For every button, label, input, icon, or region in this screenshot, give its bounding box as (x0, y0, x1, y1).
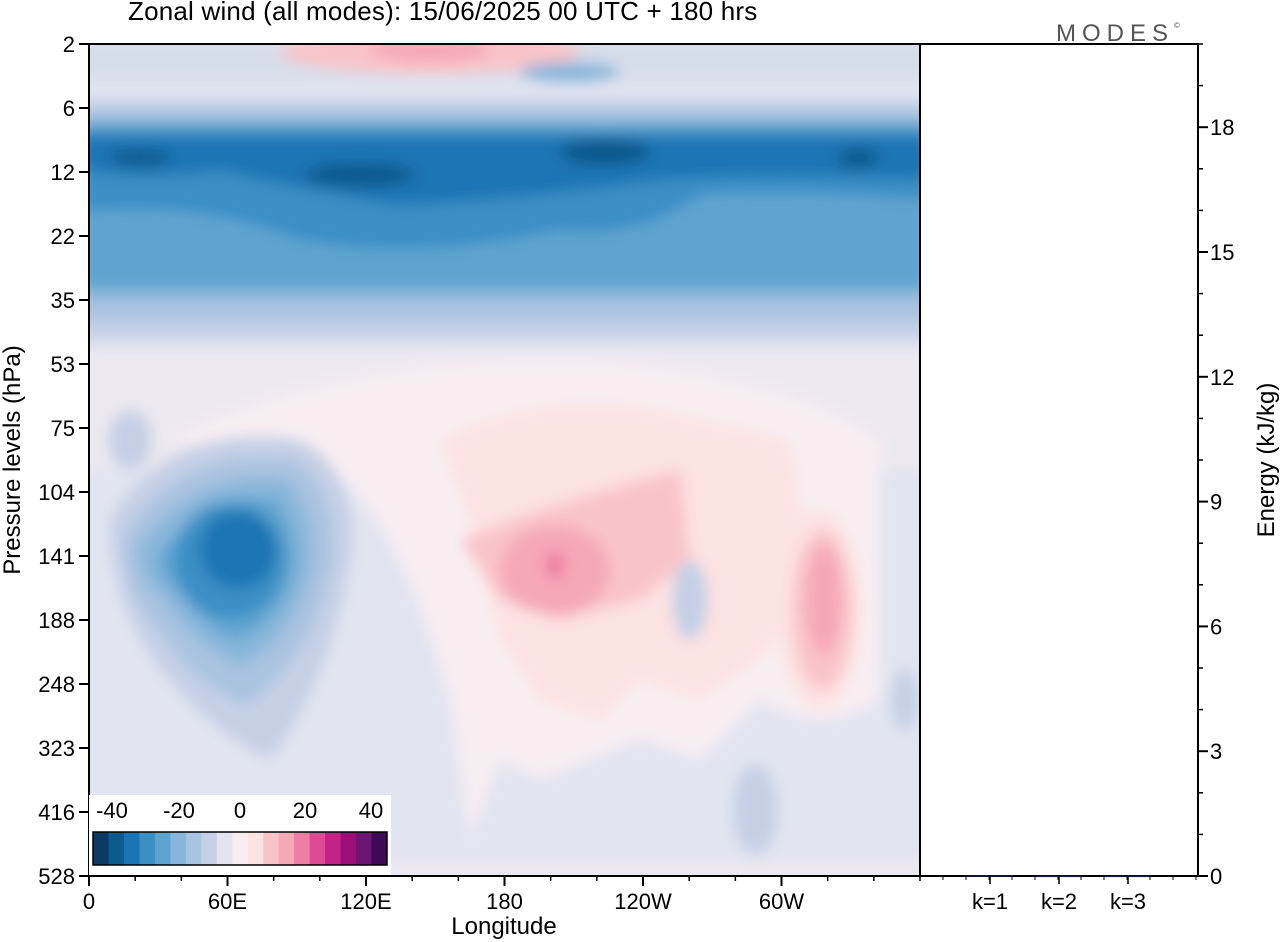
pressure-axis: 2 6 12 22 35 53 75 104 141 188 248 323 416 528 (38, 32, 89, 889)
y-tick-label: 323 (38, 736, 75, 761)
energy-tick-label: 18 (1210, 115, 1234, 140)
colorbar-tick-label: -40 (96, 798, 128, 823)
colorbar-swatch (108, 832, 125, 865)
energy-tick-label: 9 (1210, 490, 1222, 515)
x-tick-label: 120E (340, 889, 391, 914)
y-tick-label: 141 (38, 544, 75, 569)
energy-tick-label: 6 (1210, 614, 1222, 639)
modes-logo: MODES© (1056, 20, 1180, 48)
colorbar-swatch (371, 832, 388, 865)
weak-easterly-1 (672, 560, 708, 640)
energy-bar (967, 875, 1013, 877)
y-tick-label: 6 (63, 96, 75, 121)
energy-tick-label: 3 (1210, 739, 1222, 764)
k-tick-label: k=2 (1041, 889, 1077, 914)
weak-easterly-2 (733, 765, 777, 855)
colorbar-swatch (232, 832, 249, 865)
x-tick-label: 60E (208, 889, 247, 914)
colorbar: -40 -20 0 20 40 (89, 795, 391, 875)
colorbar-tick-label: 20 (293, 798, 317, 823)
jet-core-3 (110, 150, 170, 166)
y-tick-label: 104 (38, 480, 75, 505)
colorbar-tick-label: 40 (359, 798, 383, 823)
colorbar-swatch (247, 832, 264, 865)
colorbar-swatch (170, 832, 187, 865)
colorbar-swatch (325, 832, 342, 865)
y-tick-label: 35 (51, 288, 75, 313)
heatmap-panel (88, 43, 921, 877)
x-tick-label: 120W (614, 889, 672, 914)
chart-title: Zonal wind (all modes): 15/06/2025 00 UT… (128, 0, 758, 26)
colorbar-swatch (93, 832, 109, 865)
x-tick-label: 180 (486, 889, 523, 914)
longitude-axis: 0 60E 120E 180 120W 60W (83, 876, 921, 914)
colorbar-swatch (123, 832, 140, 865)
y-tick-label: 22 (51, 224, 75, 249)
y-axis-label: Pressure levels (hPa) (0, 345, 26, 574)
k-tick-label: k=1 (972, 889, 1008, 914)
colorbar-tick-label: -20 (163, 798, 195, 823)
colorbar-swatch (263, 832, 280, 865)
weak-easterly-3 (891, 670, 919, 730)
energy-tick-label: 0 (1210, 864, 1222, 889)
colorbar-swatch (139, 832, 156, 865)
colorbar-swatch (154, 832, 171, 865)
jet-band-3 (89, 136, 920, 205)
y-tick-label: 248 (38, 672, 75, 697)
easterly-core (200, 512, 276, 588)
y-tick-label: 75 (51, 416, 75, 441)
colorbar-swatch (340, 832, 357, 865)
y-tick-label: 2 (63, 32, 75, 57)
energy-panel-frame (919, 43, 1199, 877)
x-tick-label: 60W (759, 889, 804, 914)
y-tick-label: 12 (51, 160, 75, 185)
colorbar-frame (92, 831, 388, 866)
colorbar-swatch (185, 832, 202, 865)
y-tick-label: 528 (38, 864, 75, 889)
jet-core-1 (560, 138, 650, 166)
x-axis-label: Longitude (451, 913, 556, 940)
colorbar-swatch (356, 832, 373, 865)
colorbar-labels: -40 -20 0 20 40 (96, 798, 383, 823)
energy-tick-label: 15 (1210, 240, 1234, 265)
copyright-mark: © (1174, 21, 1180, 30)
wind-field (89, 44, 920, 876)
colorbar-swatch (309, 832, 326, 865)
y-tick-label: 188 (38, 608, 75, 633)
energy-panel (919, 43, 1199, 878)
colorbar-swatch (294, 832, 311, 865)
westerly-max-165w (545, 551, 565, 579)
energy-axis-label: Energy (kJ/kg) (1253, 383, 1280, 538)
energy-tick-label: 12 (1210, 365, 1234, 390)
jet-core-4 (838, 148, 878, 168)
y-tick-label: 416 (38, 800, 75, 825)
x-tick-label: 0 (83, 889, 95, 914)
k-tick-label: k=3 (1110, 889, 1146, 914)
colorbar-swatch (216, 832, 233, 865)
jet-core-2 (305, 163, 415, 187)
brand-text: MODES (1056, 20, 1175, 47)
colorbar-tick-label: 0 (234, 798, 246, 823)
colorbar-swatch (201, 832, 218, 865)
westerly-top-core (370, 44, 490, 62)
weak-easterly-top (520, 62, 620, 82)
westerly-50w-core (806, 545, 842, 655)
energy-axis: 0 3 6 9 12 15 18 (1198, 43, 1234, 889)
y-tick-label: 53 (51, 352, 75, 377)
colorbar-swatch (278, 832, 295, 865)
mode-axis: k=1 k=2 k=3 (942, 876, 1197, 914)
colorbar-swatches (93, 832, 388, 865)
weak-easterly-4 (108, 410, 152, 470)
